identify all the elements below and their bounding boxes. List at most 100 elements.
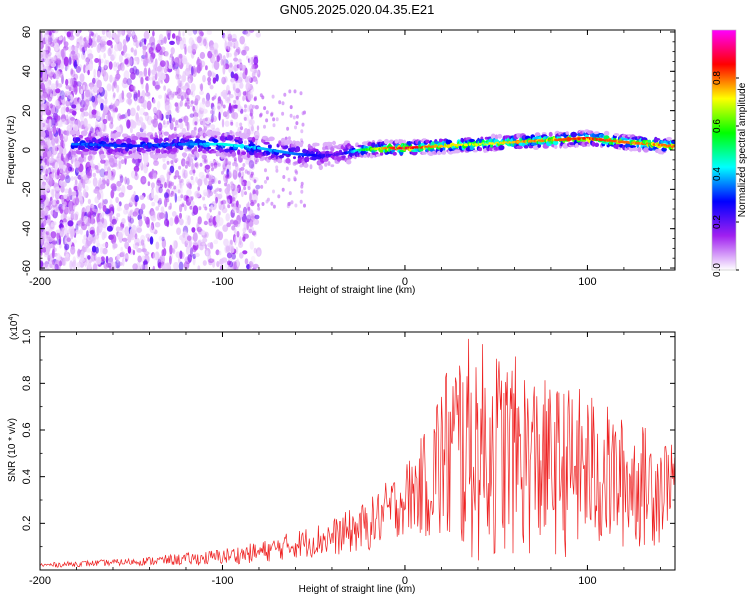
spectrogram-noise-cell <box>249 192 252 203</box>
spectrogram-ridge-cell <box>116 131 121 138</box>
spectrogram-noise-cell <box>100 102 104 111</box>
spectrogram-noise-cell <box>187 254 192 263</box>
spectrogram-noise-cell <box>140 234 146 244</box>
spectrogram-noise-cell <box>246 55 249 60</box>
spectrogram-noise-cell <box>154 221 161 228</box>
spectrogram-noise-cell <box>266 176 269 181</box>
spectrogram-noise-cell <box>152 80 156 87</box>
spectrogram-noise-cell <box>188 37 194 46</box>
spectrogram-noise-cell <box>163 211 167 221</box>
snr-y-label: SNR (10 * v/v) <box>7 418 18 482</box>
spectrogram-noise-cell <box>142 213 145 218</box>
spectrogram-noise-cell <box>287 177 291 182</box>
spectrogram-noise-cell <box>254 214 260 220</box>
spectrogram-noise-cell <box>44 206 48 214</box>
spectrogram-noise-cell <box>72 256 77 265</box>
spectrogram-marks <box>40 30 675 270</box>
spectrogram-noise-cell <box>196 192 200 197</box>
spectrogram-noise-cell <box>188 239 192 248</box>
spectrogram-noise-cell <box>189 113 194 118</box>
spectrogram-ridge-cell <box>254 135 260 139</box>
spectrogram-noise-cell <box>243 108 247 113</box>
spectrogram-noise-cell <box>253 219 260 225</box>
spectrogram-noise-cell <box>176 227 182 235</box>
spectrogram-noise-cell <box>222 167 226 172</box>
spectrogram-noise-cell <box>160 60 166 67</box>
spectrogram-noise-cell <box>161 238 167 249</box>
spectrogram-noise-cell <box>124 58 129 65</box>
spectrogram-noise-cell <box>300 189 304 194</box>
spectrogram-noise-cell <box>157 39 162 45</box>
spectrogram-noise-cell <box>247 118 253 128</box>
spectrogram-noise-cell <box>185 214 190 221</box>
spectrogram-noise-cell <box>255 32 261 38</box>
spectrogram-noise-cell <box>56 83 63 88</box>
spectrogram-noise-cell <box>173 158 177 162</box>
spectrogram-noise-cell <box>178 53 183 59</box>
spectrogram-noise-cell <box>148 46 154 55</box>
spectrogram-noise-cell <box>122 39 127 46</box>
spectrogram-noise-cell <box>122 44 128 53</box>
spectrogram-noise-cell <box>216 261 220 268</box>
spectrogram-noise-cell <box>67 229 71 235</box>
y-tick-label: 0.6 <box>21 422 33 437</box>
spectrogram-noise-cell <box>103 174 107 180</box>
spectrogram-noise-cell <box>234 40 239 49</box>
spectrogram-noise-cell <box>229 219 235 225</box>
spectrogram-noise-cell <box>151 201 156 207</box>
spectrogram-noise-cell <box>164 218 169 227</box>
spectrogram-noise-cell <box>247 206 251 211</box>
spectrogram-noise-cell <box>47 253 52 259</box>
spectrogram-noise-cell <box>109 122 114 129</box>
spectrogram-noise-cell <box>174 216 179 225</box>
spectrogram-noise-cell <box>199 83 202 90</box>
spectrogram-noise-cell <box>234 65 237 73</box>
y-tick-label: 0.8 <box>21 376 33 391</box>
spectrogram-noise-cell <box>247 186 251 191</box>
spectrogram-noise-cell <box>184 164 188 169</box>
spectrogram-noise-cell <box>52 199 56 206</box>
spectrogram-noise-cell <box>121 61 125 71</box>
spectrogram-noise-cell <box>213 60 220 71</box>
spectrogram-noise-cell <box>85 179 92 184</box>
spectrogram-noise-cell <box>222 224 229 232</box>
spectrogram-noise-cell <box>48 157 54 163</box>
spectrogram-noise-cell <box>110 261 117 270</box>
spectrogram-noise-cell <box>227 52 232 58</box>
spectrogram-noise-cell <box>152 106 158 114</box>
spectrogram-noise-cell <box>115 73 121 80</box>
spectrogram-noise-cell <box>165 111 170 120</box>
spectrogram-noise-cell <box>226 195 230 200</box>
spectrogram-noise-cell <box>172 240 177 250</box>
spectrogram-noise-cell <box>92 75 97 85</box>
spectrogram-noise-cell <box>223 160 227 165</box>
spectrogram-ridge-cell <box>295 148 301 152</box>
spectrogram-noise-cell <box>107 47 112 57</box>
spectrogram-noise-cell <box>87 198 91 205</box>
spectrogram-noise-cell <box>228 171 232 176</box>
spectrogram-noise-cell <box>70 210 75 219</box>
spectrogram-noise-cell <box>179 62 184 70</box>
spectrogram-noise-cell <box>54 263 59 270</box>
spectrogram-noise-cell <box>197 186 200 191</box>
spectrogram-noise-cell <box>68 187 72 197</box>
spectrogram-noise-cell <box>252 263 259 269</box>
spectrogram-noise-cell <box>200 60 206 68</box>
spectrogram-noise-cell <box>288 191 292 196</box>
spectrogram-noise-cell <box>127 98 132 106</box>
spectrogram-noise-cell <box>181 203 185 208</box>
spectrogram-noise-cell <box>232 197 236 202</box>
spectrogram-noise-cell <box>51 42 56 48</box>
spectrogram-noise-cell <box>184 204 187 212</box>
spectrogram-noise-cell <box>126 177 130 185</box>
spectrogram-noise-cell <box>210 205 214 210</box>
spectrogram-noise-cell <box>225 245 230 252</box>
spectrogram-noise-cell <box>134 233 138 240</box>
spectrogram-noise-cell <box>213 95 217 100</box>
spectrogram-noise-cell <box>173 126 177 131</box>
spectrogram-noise-cell <box>198 171 205 179</box>
spectrogram-noise-cell <box>184 147 188 152</box>
spectrogram-noise-cell <box>224 76 228 83</box>
spectrogram-noise-cell <box>225 213 230 222</box>
